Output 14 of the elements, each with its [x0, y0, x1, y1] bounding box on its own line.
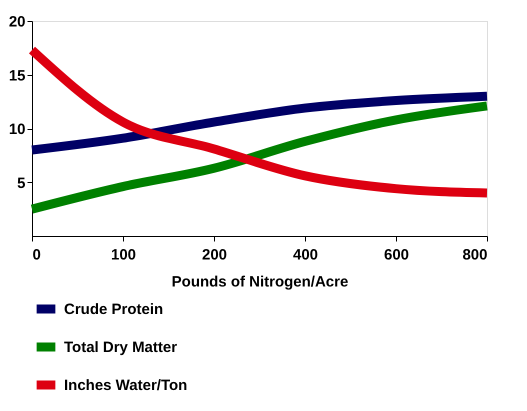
x-tick-label: 800	[462, 246, 488, 264]
x-tick-label: 100	[110, 246, 136, 264]
legend-label: Inches Water/Ton	[64, 377, 188, 394]
x-tick-label: 0	[32, 246, 41, 264]
y-tick-label: 10	[8, 121, 26, 138]
x-tick-label: 400	[292, 246, 318, 264]
y-tick-label: 20	[8, 14, 26, 30]
legend-label: Total Dry Matter	[64, 339, 178, 356]
x-axis-title: Pounds of Nitrogen/Acre	[172, 274, 348, 290]
y-tick-label: 5	[17, 174, 26, 192]
x-tick-label: 600	[384, 246, 410, 264]
legend-label: Crude Protein	[64, 301, 164, 318]
x-tick-label: 200	[202, 246, 228, 264]
y-tick-label: 15	[8, 67, 26, 84]
